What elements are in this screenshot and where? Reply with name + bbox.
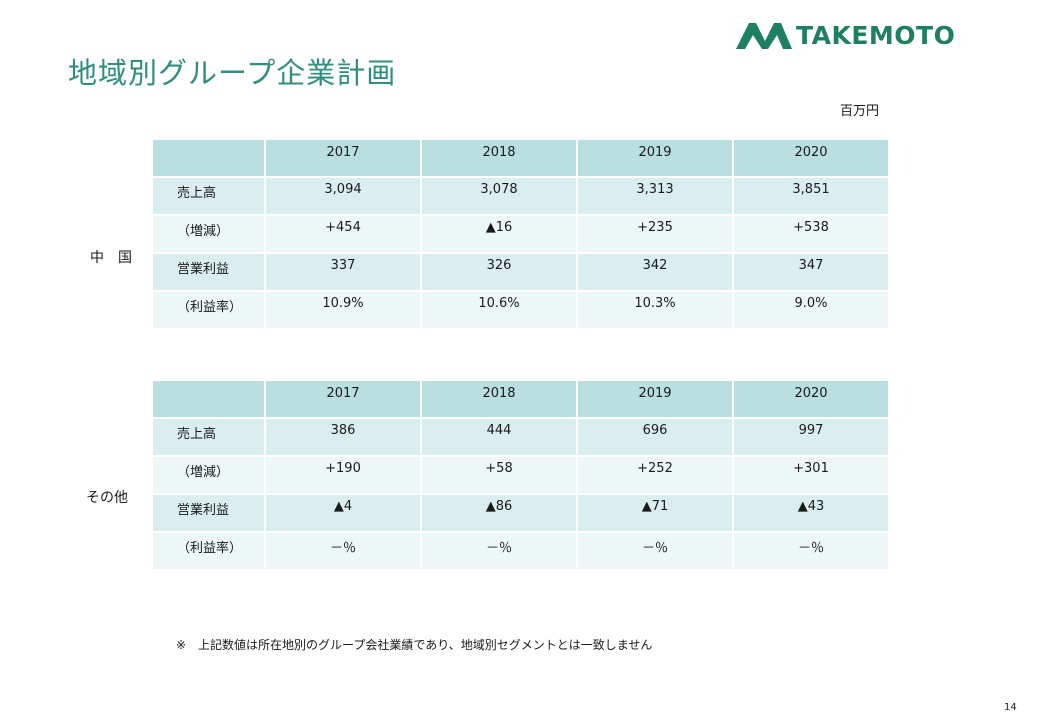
- table-cell: －％: [734, 533, 888, 569]
- table-row: （利益率） －％ －％ －％ －％: [153, 533, 888, 569]
- header-blank-cell: [153, 140, 264, 176]
- region-label-other: その他: [86, 490, 128, 506]
- table-cell: +190: [266, 457, 420, 493]
- takemoto-logo: TAKEMOTO: [736, 20, 1006, 52]
- table-cell: ▲86: [422, 495, 576, 531]
- table-row: 売上高 386 444 696 997: [153, 419, 888, 455]
- table-cell: 10.3%: [578, 292, 732, 328]
- table-cell: －％: [266, 533, 420, 569]
- table-cell: 997: [734, 419, 888, 455]
- table-cell: 10.6%: [422, 292, 576, 328]
- table-cell: －％: [422, 533, 576, 569]
- table-cell: ▲43: [734, 495, 888, 531]
- table-cell: ▲16: [422, 216, 576, 252]
- page-number: 14: [1004, 702, 1017, 713]
- logo-text: TAKEMOTO: [796, 21, 956, 50]
- table-cell: +252: [578, 457, 732, 493]
- table-cell: +454: [266, 216, 420, 252]
- china-table: 2017 2018 2019 2020 売上高 3,094 3,078 3,31…: [151, 138, 890, 330]
- row-label: （増減）: [153, 216, 264, 252]
- unit-label: 百万円: [840, 104, 880, 119]
- year-header: 2018: [422, 381, 576, 417]
- table-cell: 3,313: [578, 178, 732, 214]
- row-label: （利益率）: [153, 533, 264, 569]
- table-row: （利益率） 10.9% 10.6% 10.3% 9.0%: [153, 292, 888, 328]
- table-cell: 3,851: [734, 178, 888, 214]
- row-label: （増減）: [153, 457, 264, 493]
- footnote: ※ 上記数値は所在地別のグループ会社業績であり、地域別セグメントとは一致しません: [176, 638, 653, 652]
- table-row: 売上高 3,094 3,078 3,313 3,851: [153, 178, 888, 214]
- other-table: 2017 2018 2019 2020 売上高 386 444 696 997 …: [151, 379, 890, 571]
- table-cell: 10.9%: [266, 292, 420, 328]
- table-cell: 386: [266, 419, 420, 455]
- row-label: 営業利益: [153, 495, 264, 531]
- row-label: 売上高: [153, 178, 264, 214]
- table-cell: +58: [422, 457, 576, 493]
- year-header: 2018: [422, 140, 576, 176]
- table-cell: +235: [578, 216, 732, 252]
- table-row: （増減） +190 +58 +252 +301: [153, 457, 888, 493]
- table-cell: +538: [734, 216, 888, 252]
- table-row: 営業利益 337 326 342 347: [153, 254, 888, 290]
- row-label: （利益率）: [153, 292, 264, 328]
- table-cell: 347: [734, 254, 888, 290]
- row-label: 営業利益: [153, 254, 264, 290]
- table-cell: 3,094: [266, 178, 420, 214]
- year-header: 2019: [578, 381, 732, 417]
- table-header-row: 2017 2018 2019 2020: [153, 381, 888, 417]
- table-cell: 326: [422, 254, 576, 290]
- region-label-china: 中 国: [90, 250, 132, 266]
- year-header: 2020: [734, 140, 888, 176]
- table-cell: 337: [266, 254, 420, 290]
- table-cell: ▲71: [578, 495, 732, 531]
- year-header: 2017: [266, 140, 420, 176]
- row-label: 売上高: [153, 419, 264, 455]
- table-row: 営業利益 ▲4 ▲86 ▲71 ▲43: [153, 495, 888, 531]
- page-title: 地域別グループ企業計画: [68, 56, 397, 90]
- header-blank-cell: [153, 381, 264, 417]
- table-header-row: 2017 2018 2019 2020: [153, 140, 888, 176]
- table-cell: 9.0%: [734, 292, 888, 328]
- table-cell: ▲4: [266, 495, 420, 531]
- year-header: 2017: [266, 381, 420, 417]
- table-row: （増減） +454 ▲16 +235 +538: [153, 216, 888, 252]
- table-cell: －％: [578, 533, 732, 569]
- table-cell: 696: [578, 419, 732, 455]
- table-cell: 342: [578, 254, 732, 290]
- year-header: 2019: [578, 140, 732, 176]
- table-cell: 3,078: [422, 178, 576, 214]
- table-cell: +301: [734, 457, 888, 493]
- year-header: 2020: [734, 381, 888, 417]
- mountain-logo-icon: [736, 23, 792, 49]
- table-cell: 444: [422, 419, 576, 455]
